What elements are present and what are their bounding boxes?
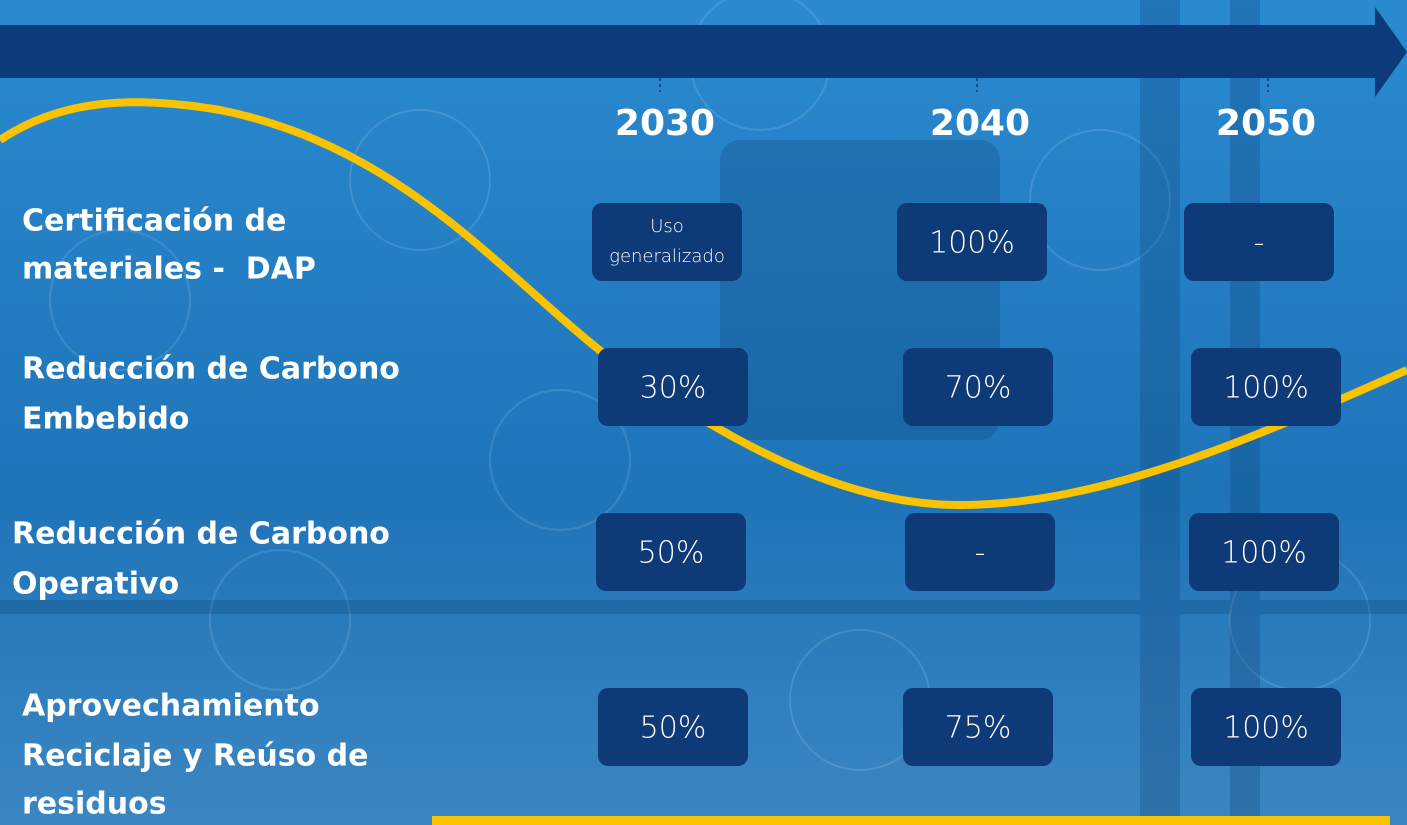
value-box	[1189, 513, 1339, 591]
cell-value: generalizado	[609, 246, 725, 267]
bottom-line	[432, 816, 1390, 825]
row-label: Reducción de Carbono	[22, 352, 400, 387]
cell-value: -	[1254, 226, 1265, 261]
row-label: Operativo	[12, 567, 179, 602]
year-ticks	[659, 60, 1269, 92]
value-box	[1184, 203, 1334, 281]
row-label: Reciclaje y Reúso de	[22, 739, 368, 774]
cell-value: 75%	[945, 711, 1012, 746]
row-label: Reducción de Carbono	[12, 517, 390, 552]
cell-value: 30%	[640, 371, 707, 406]
row-label: materiales - DAP	[22, 252, 316, 287]
cell-value: 100%	[929, 226, 1015, 261]
cell-value: -	[975, 536, 986, 571]
value-box	[598, 688, 748, 766]
row-label: Embebido	[22, 402, 189, 437]
value-box	[897, 203, 1047, 281]
row-label: Aprovechamiento	[22, 689, 320, 724]
timeline-arrow	[0, 7, 1407, 97]
year-label: 2040	[930, 103, 1030, 144]
cell-value: 50%	[640, 711, 707, 746]
cell-value: 50%	[638, 536, 705, 571]
cell-value: 100%	[1223, 711, 1309, 746]
year-label: 2030	[615, 103, 715, 144]
row-label: Certificación de	[22, 204, 286, 239]
row-label: residuos	[22, 787, 167, 822]
cell-value: 100%	[1221, 536, 1307, 571]
value-box	[592, 203, 742, 281]
cell-value: 70%	[945, 371, 1012, 406]
value-box	[903, 688, 1053, 766]
cell-value: 100%	[1223, 371, 1309, 406]
value-box	[903, 348, 1053, 426]
value-box	[1191, 348, 1341, 426]
value-box	[596, 513, 746, 591]
year-label: 2050	[1216, 103, 1316, 144]
value-box	[905, 513, 1055, 591]
cell-value: Uso	[650, 216, 684, 237]
value-box	[1191, 688, 1341, 766]
value-box	[598, 348, 748, 426]
